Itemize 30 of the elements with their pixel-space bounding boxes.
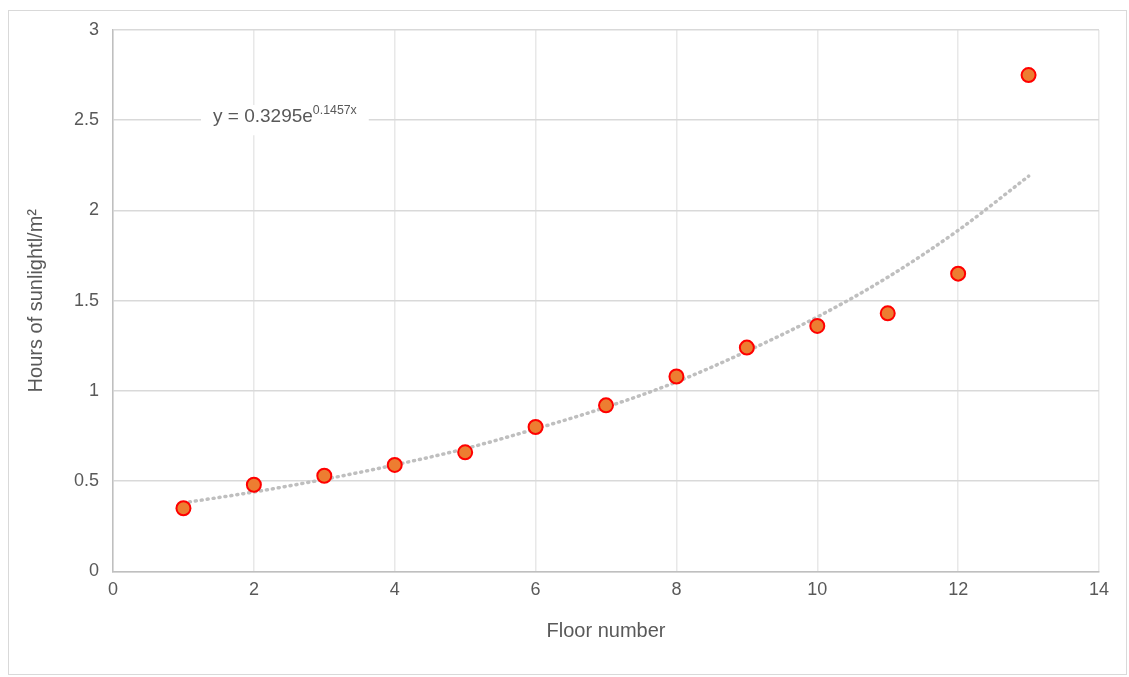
point — [738, 339, 755, 356]
x-tick-label: 4 — [389, 579, 400, 600]
x-tick-label: 8 — [671, 579, 682, 600]
y-tick-label: 2 — [89, 199, 100, 220]
x-tick-label: 2 — [248, 579, 259, 600]
x-tick-label: 6 — [530, 579, 541, 600]
point — [598, 397, 615, 414]
y-tick-label: 0 — [89, 560, 100, 581]
point — [245, 476, 262, 493]
point — [457, 444, 474, 461]
x-axis-title: Floor number — [546, 618, 666, 641]
y-tick-label: 2.5 — [73, 109, 100, 130]
point — [668, 368, 685, 385]
x-tick-label: 10 — [807, 579, 828, 600]
point — [879, 305, 896, 322]
point — [316, 467, 333, 484]
y-axis-title: Hours of sunlightl/m² — [23, 208, 46, 393]
point — [527, 419, 544, 436]
point — [809, 317, 826, 334]
y-tick-label: 1.5 — [73, 289, 100, 310]
point — [175, 500, 192, 517]
point — [950, 265, 967, 282]
y-tick-label: 1 — [89, 379, 100, 400]
y-tick-label: 3 — [89, 18, 100, 39]
y-tick-label: 0.5 — [73, 470, 100, 491]
x-tick-label: 14 — [1088, 579, 1110, 600]
x-tick-label: 0 — [108, 579, 119, 600]
point — [1020, 67, 1037, 84]
x-tick-label: 12 — [948, 579, 969, 600]
point — [386, 456, 403, 473]
